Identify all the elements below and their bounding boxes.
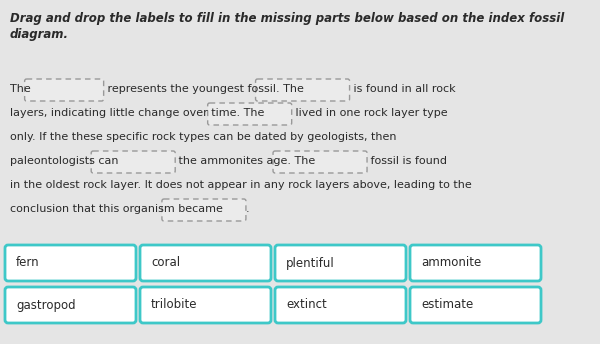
Text: coral: coral: [151, 257, 180, 269]
Text: extinct: extinct: [286, 299, 327, 312]
Text: plentiful: plentiful: [286, 257, 335, 269]
Text: conclusion that this organism became: conclusion that this organism became: [10, 204, 226, 214]
Text: represents the youngest fossil. The: represents the youngest fossil. The: [104, 84, 307, 94]
Text: .: .: [246, 204, 250, 214]
Text: gastropod: gastropod: [16, 299, 76, 312]
Text: fossil is found: fossil is found: [367, 156, 447, 166]
Text: in the oldest rock layer. It does not appear in any rock layers above, leading t: in the oldest rock layer. It does not ap…: [10, 180, 472, 190]
FancyBboxPatch shape: [5, 287, 136, 323]
Text: fern: fern: [16, 257, 40, 269]
Text: Drag and drop the labels to fill in the missing parts below based on the index f: Drag and drop the labels to fill in the …: [10, 12, 564, 25]
FancyBboxPatch shape: [208, 103, 292, 125]
FancyBboxPatch shape: [273, 151, 367, 173]
Text: is found in all rock: is found in all rock: [350, 84, 455, 94]
Text: layers, indicating little change over time. The: layers, indicating little change over ti…: [10, 108, 268, 118]
Text: ammonite: ammonite: [421, 257, 481, 269]
Text: The: The: [10, 84, 34, 94]
FancyBboxPatch shape: [410, 245, 541, 281]
FancyBboxPatch shape: [275, 287, 406, 323]
FancyBboxPatch shape: [140, 245, 271, 281]
FancyBboxPatch shape: [256, 79, 350, 101]
FancyBboxPatch shape: [162, 199, 246, 221]
FancyBboxPatch shape: [410, 287, 541, 323]
FancyBboxPatch shape: [275, 245, 406, 281]
Text: lived in one rock layer type: lived in one rock layer type: [292, 108, 448, 118]
Text: only. If the these specific rock types can be dated by geologists, then: only. If the these specific rock types c…: [10, 132, 397, 142]
FancyBboxPatch shape: [25, 79, 104, 101]
FancyBboxPatch shape: [5, 245, 136, 281]
Text: trilobite: trilobite: [151, 299, 197, 312]
FancyBboxPatch shape: [140, 287, 271, 323]
FancyBboxPatch shape: [91, 151, 175, 173]
Text: diagram.: diagram.: [10, 28, 69, 41]
Text: estimate: estimate: [421, 299, 473, 312]
Text: the ammonites age. The: the ammonites age. The: [175, 156, 319, 166]
Text: paleontologists can: paleontologists can: [10, 156, 122, 166]
